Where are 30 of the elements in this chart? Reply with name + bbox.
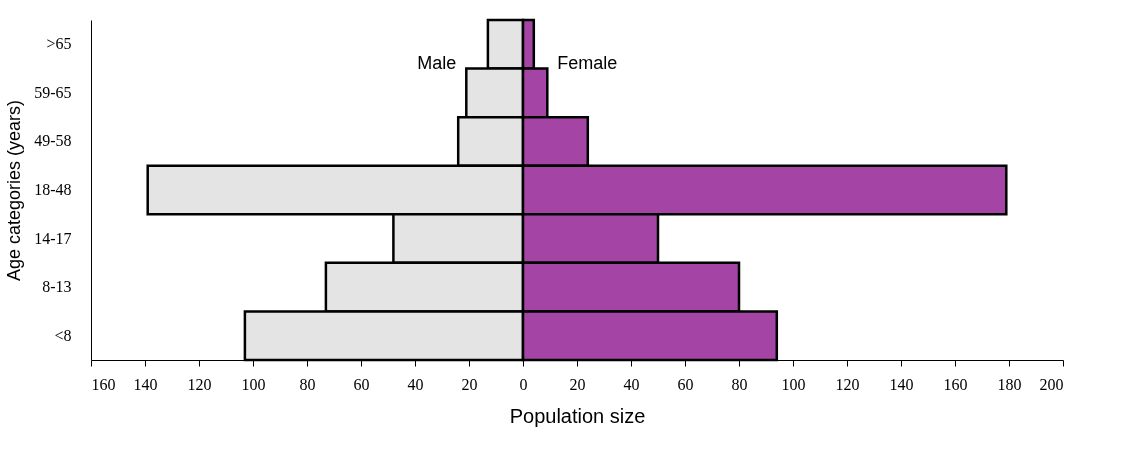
x-tick-label: 0 [519, 375, 528, 393]
y-tick-label: <8 [54, 326, 72, 344]
x-axis-title: Population size [509, 404, 646, 427]
y-tick-label: 18-48 [34, 181, 72, 198]
x-tick-label: 200 [1039, 375, 1064, 393]
x-tick-label: 140 [889, 375, 914, 393]
x-tick-label: 20 [569, 375, 586, 393]
x-tick-label: 140 [133, 375, 158, 393]
y-tick-label: >65 [46, 35, 72, 53]
y-axis-title: Age categories (years) [4, 99, 25, 282]
series-label: Male [417, 52, 457, 73]
x-tick-label: 120 [835, 375, 860, 393]
x-tick-label: 160 [943, 375, 968, 393]
x-tick-label: 80 [731, 375, 748, 393]
x-tick-label: 40 [407, 375, 424, 393]
series-label: Female [557, 52, 618, 73]
x-tick-label: 60 [353, 375, 370, 393]
y-tick-label: 8-13 [42, 278, 72, 296]
x-tick-label: 60 [677, 375, 694, 393]
x-tick-label: 80 [299, 375, 316, 393]
x-tick-label: 180 [997, 375, 1022, 393]
x-tick-label: 160 [91, 375, 116, 393]
y-tick-label: 14-17 [34, 229, 72, 247]
x-tick-label: 100 [241, 375, 266, 393]
y-tick-label: 59-65 [34, 83, 72, 101]
x-tick-label: 120 [187, 375, 212, 393]
x-tick-label: 100 [781, 375, 806, 393]
x-tick-label: 20 [461, 375, 478, 393]
x-tick-label: 40 [623, 375, 640, 393]
y-tick-label: 49-58 [34, 132, 72, 150]
